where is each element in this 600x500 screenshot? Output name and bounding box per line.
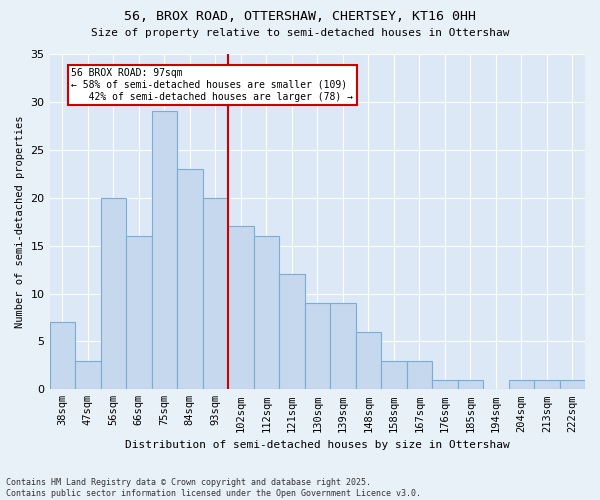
Bar — [509, 380, 534, 390]
Text: Size of property relative to semi-detached houses in Ottershaw: Size of property relative to semi-detach… — [91, 28, 509, 38]
Bar — [177, 169, 203, 390]
Bar — [560, 380, 585, 390]
Bar — [126, 236, 152, 390]
Bar — [330, 303, 356, 390]
Text: Contains HM Land Registry data © Crown copyright and database right 2025.
Contai: Contains HM Land Registry data © Crown c… — [6, 478, 421, 498]
Bar — [101, 198, 126, 390]
Bar — [305, 303, 330, 390]
Bar — [254, 236, 279, 390]
X-axis label: Distribution of semi-detached houses by size in Ottershaw: Distribution of semi-detached houses by … — [125, 440, 509, 450]
Bar — [381, 360, 407, 390]
Bar — [75, 360, 101, 390]
Bar — [407, 360, 432, 390]
Bar — [458, 380, 483, 390]
Bar — [152, 112, 177, 390]
Text: 56, BROX ROAD, OTTERSHAW, CHERTSEY, KT16 0HH: 56, BROX ROAD, OTTERSHAW, CHERTSEY, KT16… — [124, 10, 476, 23]
Y-axis label: Number of semi-detached properties: Number of semi-detached properties — [15, 116, 25, 328]
Bar — [203, 198, 228, 390]
Bar — [279, 274, 305, 390]
Bar — [50, 322, 75, 390]
Bar — [534, 380, 560, 390]
Bar — [356, 332, 381, 390]
Bar — [228, 226, 254, 390]
Bar — [432, 380, 458, 390]
Text: 56 BROX ROAD: 97sqm
← 58% of semi-detached houses are smaller (109)
   42% of se: 56 BROX ROAD: 97sqm ← 58% of semi-detach… — [71, 68, 353, 102]
